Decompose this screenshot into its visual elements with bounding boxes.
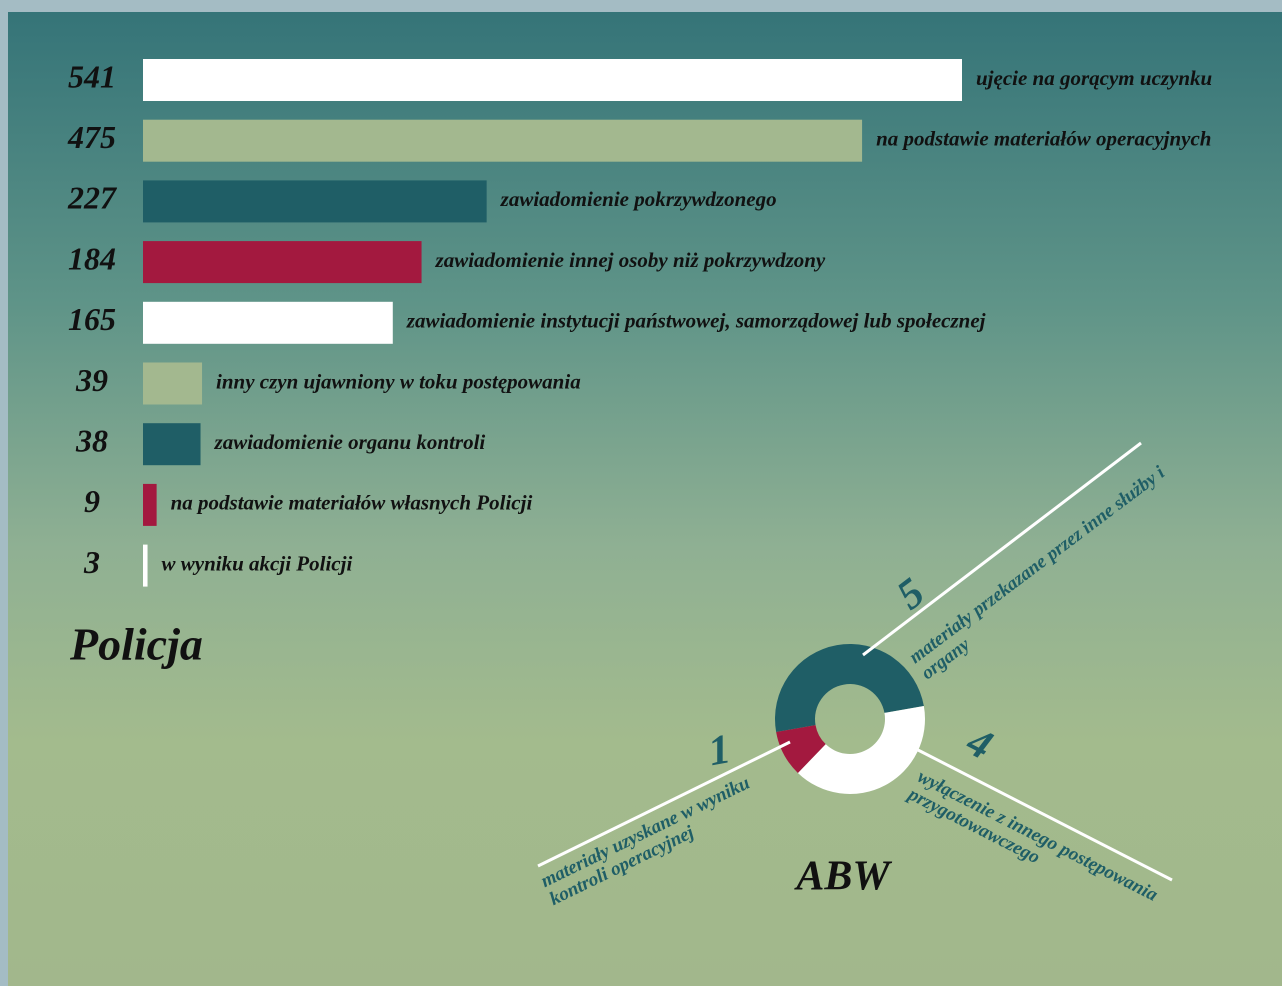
leader-line [917,748,1173,882]
segment-value: 5 [889,570,933,619]
bar-value: 39 [75,362,108,398]
bar-value: 475 [67,119,116,155]
bar-label: na podstawie materiałów operacyjnych [876,127,1211,151]
bar-label: zawiadomienie organu kontroli [214,430,486,454]
donut-segment [775,644,924,733]
bar-value: 227 [67,180,118,216]
bar-label: zawiadomienie pokrzywdzonego [500,187,777,211]
donut-segment [797,705,925,794]
bar-value: 3 [83,544,100,580]
leader-line [537,740,791,868]
bar [143,59,962,101]
segment-value: 4 [959,718,999,769]
bar-label: ujęcie na gorącym uczynku [976,66,1212,90]
donut-chart-title: ABW [793,854,892,900]
infographic: Policja ABW 541 ujęcie na gorącym uczynku… [8,12,1282,986]
leader-line [862,441,1142,657]
bar-label: w wyniku akcji Policji [162,551,353,575]
bar [143,241,422,284]
bar [143,362,203,405]
bar-label: inny czyn ujawniony w toku postępowania [216,369,581,393]
bar-value: 38 [75,423,108,459]
bar-label: na podstawie materiałów własnych Policji [171,491,533,515]
bar [143,180,487,223]
bar-value: 165 [68,301,116,337]
bar-label: zawiadomienie instytucji państwowej, sam… [406,309,986,333]
donut-segment [776,725,826,773]
bar [143,423,201,466]
chart: Policja ABW 541 ujęcie na gorącym uczynku… [67,58,1212,900]
bar [143,483,157,526]
bar-label: zawiadomienie innej osoby niż pokrzywdzo… [435,248,826,272]
bar [143,119,863,162]
bar [143,544,148,587]
bar-chart-title: Policja [69,619,203,670]
bar-value: 541 [68,58,116,94]
bar-value: 9 [84,483,100,519]
bar [143,301,393,344]
bar-value: 184 [68,240,116,276]
segment-value: 1 [705,726,734,775]
